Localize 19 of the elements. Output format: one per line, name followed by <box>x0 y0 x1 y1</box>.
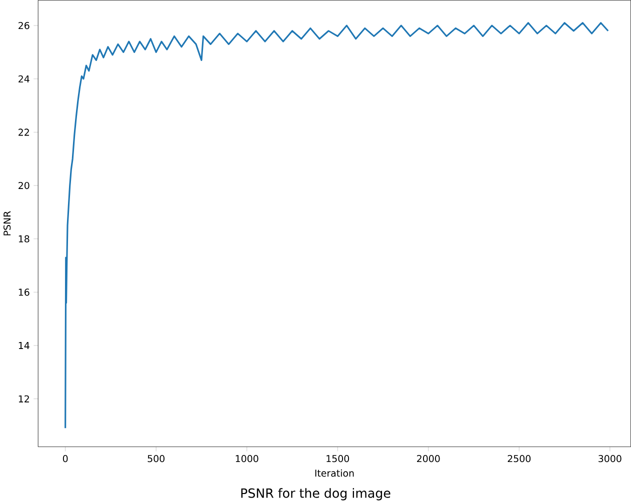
line-series <box>64 22 609 430</box>
x-tick-label: 2500 <box>508 455 531 462</box>
y-tick-label: 14 <box>18 342 30 350</box>
y-tick-label: 12 <box>18 395 29 402</box>
y-tick-label: 16 <box>18 288 30 296</box>
y-tick-label: 24 <box>18 75 30 82</box>
x-tick-label: 1000 <box>236 455 258 462</box>
y-tick-label: 22 <box>18 128 29 136</box>
x-tick-label: 500 <box>148 455 164 462</box>
y-tick-label: 20 <box>18 182 30 190</box>
x-tick-label: 1500 <box>326 455 350 462</box>
x-axis-title: Iteration <box>315 469 354 477</box>
y-tick-label: 18 <box>18 235 30 242</box>
x-tick-label: 3000 <box>598 455 622 462</box>
text: PSNR for the dog image <box>241 488 390 500</box>
x-tick-label: 2000 <box>417 455 440 462</box>
y-tick-label: 26 <box>18 22 30 30</box>
x-tick-label: 0 <box>62 455 68 462</box>
y-axis-title: PSNR <box>4 211 11 236</box>
